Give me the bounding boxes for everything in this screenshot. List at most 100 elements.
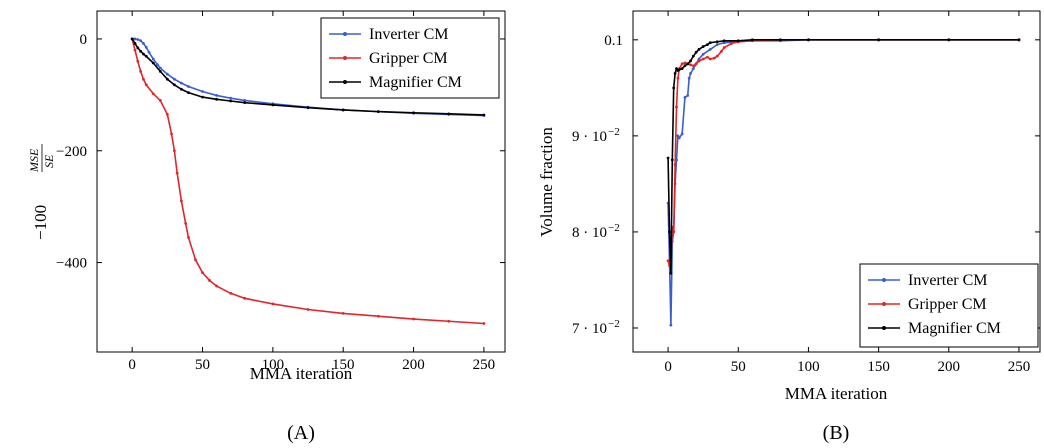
data-point-gripper-cm: [705, 55, 709, 59]
data-point-inverter-cm: [151, 57, 155, 61]
data-point-magnifier-cm: [158, 69, 162, 73]
data-point-inverter-cm: [187, 85, 190, 88]
panel-b-y-ticks: 7 · 10 −28 · 10 −29 · 10 −20.1: [572, 33, 1040, 337]
data-point-gripper-cm: [133, 48, 137, 52]
data-point-gripper-cm: [215, 284, 218, 288]
data-point-magnifier-cm: [947, 38, 951, 42]
legend-label-magnifier-cm: Magnifier CM: [908, 320, 1001, 337]
panel-a-x-ticks: 0 50 100 150 200 250: [128, 11, 495, 373]
data-point-magnifier-cm: [1017, 38, 1021, 42]
data-point-gripper-cm: [720, 49, 723, 53]
x-tick-label: 200: [938, 359, 961, 375]
data-point-inverter-cm: [172, 77, 176, 81]
data-point-magnifier-cm: [670, 158, 674, 162]
legend-box: [859, 263, 1039, 348]
data-point-magnifier-cm: [412, 111, 415, 115]
data-point-gripper-cm: [180, 199, 183, 203]
data-point-magnifier-cm: [229, 99, 233, 103]
data-point-gripper-cm: [672, 230, 676, 234]
legend-label-inverter-cm: Inverter CM: [369, 26, 449, 43]
data-point-gripper-cm: [170, 132, 173, 136]
y-tick-exponent: −2: [608, 222, 620, 234]
data-point-magnifier-cm: [807, 38, 810, 42]
data-point-magnifier-cm: [341, 108, 345, 112]
data-point-gripper-cm: [713, 56, 716, 60]
data-point-inverter-cm: [683, 96, 687, 99]
data-point-gripper-cm: [243, 296, 247, 300]
data-point-gripper-cm: [482, 322, 486, 325]
y-tick-label: −400: [56, 256, 87, 272]
data-point-gripper-cm: [666, 259, 670, 263]
series-line-gripper-cm: [667, 39, 1019, 269]
legend-marker-inverter-cm: [882, 278, 886, 282]
data-point-magnifier-cm: [715, 40, 719, 44]
data-point-gripper-cm: [447, 319, 451, 323]
data-point-magnifier-cm: [130, 37, 134, 41]
data-point-inverter-cm: [139, 39, 143, 43]
series-line-magnifier-cm: [667, 39, 1019, 274]
data-point-inverter-cm: [147, 50, 151, 54]
panel-a-x-axis-label: MMA iteration: [250, 364, 353, 383]
data-point-gripper-cm: [341, 312, 345, 315]
data-point-inverter-cm: [201, 90, 204, 93]
panel-b-y-axis-label: Volume fraction: [537, 127, 556, 237]
data-point-magnifier-cm: [683, 64, 687, 68]
panel-b-series-layer: [666, 38, 1021, 327]
panel-a-y-label-main: −100: [31, 205, 50, 240]
x-tick-label: 50: [195, 357, 210, 373]
data-point-magnifier-cm: [669, 271, 673, 275]
x-tick-label: 100: [797, 359, 820, 375]
x-tick-label: 100: [262, 357, 285, 373]
data-point-magnifier-cm: [691, 54, 695, 58]
data-point-inverter-cm: [686, 94, 690, 97]
x-tick-label: 250: [1008, 359, 1031, 375]
data-point-magnifier-cm: [736, 39, 740, 43]
data-point-magnifier-cm: [778, 38, 782, 42]
data-point-magnifier-cm: [705, 43, 709, 47]
legend-label-gripper-cm: Gripper CM: [369, 50, 448, 67]
data-point-inverter-cm: [142, 42, 145, 45]
data-point-magnifier-cm: [675, 67, 678, 71]
data-point-gripper-cm: [412, 317, 415, 321]
panel-a-y-label-numerator: MSE: [27, 148, 41, 173]
data-point-magnifier-cm: [668, 230, 671, 234]
panel-b-chart: 0 50 100 150 200 250 7 · 10 −28 · 10 −29 · 10 −2…: [537, 10, 1041, 444]
data-point-gripper-cm: [689, 63, 692, 67]
data-point-inverter-cm: [165, 72, 169, 76]
data-point-inverter-cm: [158, 66, 162, 70]
data-point-magnifier-cm: [447, 112, 451, 116]
x-tick-label: 250: [473, 357, 496, 373]
data-point-magnifier-cm: [151, 61, 155, 65]
data-point-inverter-cm: [243, 99, 247, 102]
data-point-magnifier-cm: [666, 156, 670, 160]
y-tick-label: −200: [56, 144, 87, 160]
data-point-gripper-cm: [172, 149, 176, 153]
data-point-gripper-cm: [194, 258, 197, 262]
data-point-gripper-cm: [144, 83, 148, 87]
data-point-gripper-cm: [376, 314, 380, 318]
data-point-gripper-cm: [229, 291, 233, 295]
legend-marker-gripper-cm: [882, 302, 886, 306]
data-point-gripper-cm: [142, 77, 145, 81]
y-tick-exponent: −2: [608, 126, 620, 138]
panel-a-legend: Inverter CM Gripper CM Magnifier CM: [320, 17, 500, 99]
data-point-magnifier-cm: [376, 110, 380, 114]
data-point-magnifier-cm: [672, 86, 676, 90]
data-point-magnifier-cm: [180, 87, 183, 91]
data-point-gripper-cm: [306, 308, 310, 311]
data-point-gripper-cm: [683, 61, 687, 65]
series-line-gripper-cm: [131, 38, 484, 325]
data-point-magnifier-cm: [133, 42, 137, 45]
data-point-gripper-cm: [697, 59, 701, 63]
data-point-magnifier-cm: [215, 97, 218, 101]
data-point-gripper-cm: [187, 236, 190, 239]
data-point-inverter-cm: [687, 76, 691, 80]
data-point-magnifier-cm: [201, 95, 204, 99]
data-point-magnifier-cm: [482, 113, 486, 117]
data-point-magnifier-cm: [697, 48, 701, 51]
panel-b-legend: Inverter CM Gripper CM Magnifier CM: [859, 263, 1039, 348]
data-point-inverter-cm: [229, 96, 233, 100]
panel-a-caption: (A): [287, 422, 315, 444]
data-point-gripper-cm: [175, 171, 179, 175]
